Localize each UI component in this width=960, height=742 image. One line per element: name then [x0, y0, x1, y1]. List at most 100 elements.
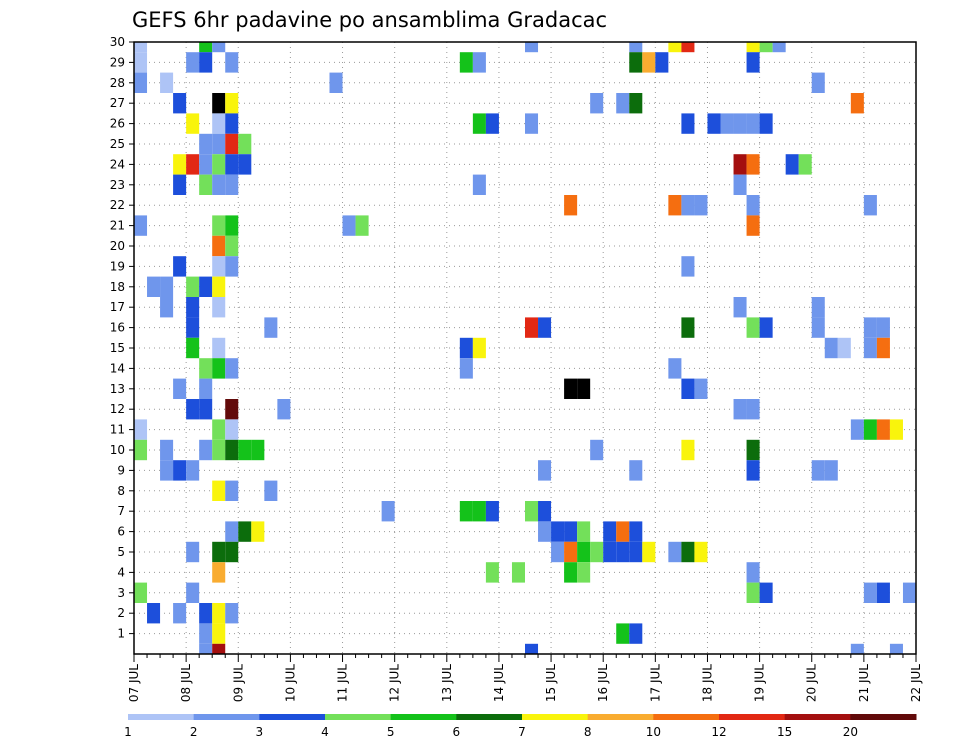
y-tick-label: 10 — [110, 443, 125, 457]
x-tick-label: 20 JUL — [805, 664, 819, 702]
heatmap-cell — [733, 113, 747, 134]
heatmap-cell — [590, 93, 604, 114]
heatmap-cell — [746, 317, 760, 338]
heatmap-cell — [889, 419, 903, 440]
heatmap-cell — [642, 541, 656, 563]
heatmap-cell — [173, 93, 187, 114]
heatmap-cell — [564, 521, 578, 542]
heatmap-cell — [173, 603, 187, 624]
y-axis: 1234567891011121314151617181920212223242… — [110, 35, 134, 641]
heatmap-cell — [147, 603, 161, 624]
heatmap-cell — [173, 256, 187, 277]
heatmap-cell — [251, 439, 265, 461]
y-tick-label: 9 — [117, 463, 125, 477]
legend-swatch — [784, 714, 851, 720]
heatmap-cell — [225, 256, 239, 277]
heatmap-cell — [850, 93, 864, 114]
heatmap-cell — [212, 93, 226, 114]
heatmap-cell — [134, 419, 148, 440]
heatmap-cell — [746, 562, 760, 583]
heatmap-cell — [681, 541, 695, 563]
heatmap-cell — [616, 521, 630, 542]
heatmap-cell — [134, 42, 148, 53]
heatmap-cell — [694, 378, 708, 399]
x-tick-label: 08 JUL — [179, 664, 193, 702]
x-tick-label: 14 JUL — [492, 664, 506, 702]
heatmap-cell — [199, 623, 213, 644]
heatmap-cell — [668, 541, 682, 563]
heatmap-cell — [577, 541, 591, 563]
x-tick-label: 21 JUL — [857, 664, 871, 702]
heatmap-cell — [160, 276, 174, 297]
heatmap-cell — [472, 52, 486, 73]
heatmap-cell — [590, 439, 604, 461]
heatmap-cell — [199, 133, 213, 155]
y-tick-label: 25 — [110, 137, 125, 151]
heatmap-cell — [681, 378, 695, 399]
heatmap-cell — [459, 358, 473, 379]
heatmap-cell — [798, 154, 812, 175]
heatmap-cell — [733, 297, 747, 318]
heatmap-cell — [225, 603, 239, 624]
legend-label: 8 — [584, 725, 592, 739]
legend-label: 6 — [453, 725, 461, 739]
legend-swatch — [325, 714, 392, 720]
heatmap-cell — [264, 317, 278, 338]
y-tick-label: 21 — [110, 219, 125, 233]
heatmap-cell — [264, 480, 278, 501]
heatmap-cell — [225, 215, 239, 236]
y-tick-label: 2 — [117, 606, 125, 620]
heatmap-cell — [681, 256, 695, 277]
heatmap-cell — [811, 317, 825, 338]
heatmap-cell — [863, 317, 877, 338]
legend-swatch — [850, 714, 917, 720]
heatmap-cell — [863, 419, 877, 440]
heatmap-cell — [746, 399, 760, 420]
heatmap-cell — [485, 501, 499, 522]
heatmap-cell — [538, 317, 552, 338]
heatmap-cell — [577, 562, 591, 583]
y-tick-label: 20 — [110, 239, 125, 253]
heatmap-cell — [134, 439, 148, 461]
heatmap-cell — [212, 419, 226, 440]
heatmap-cell — [681, 113, 695, 134]
heatmap-cell — [472, 174, 486, 195]
heatmap-cell — [173, 174, 187, 195]
y-tick-label: 3 — [117, 586, 125, 600]
heatmap-cell — [850, 643, 864, 654]
heatmap-cell — [538, 521, 552, 542]
heatmap-cell — [590, 541, 604, 563]
y-tick-label: 11 — [110, 423, 125, 437]
heatmap-cell — [238, 133, 252, 155]
heatmap-cell — [160, 460, 174, 481]
heatmap-cell — [564, 562, 578, 583]
heatmap-cell — [134, 52, 148, 73]
heatmap-cell — [902, 582, 916, 603]
x-tick-label: 10 JUL — [283, 664, 297, 702]
y-tick-label: 23 — [110, 178, 125, 192]
heatmap-cell — [525, 42, 539, 53]
heatmap-cell — [577, 378, 591, 399]
heatmap-cell — [212, 541, 226, 563]
heatmap-cell — [225, 154, 239, 175]
heatmap-cell — [733, 399, 747, 420]
heatmap-cell — [681, 439, 695, 461]
legend-label: 12 — [711, 725, 726, 739]
x-tick-label: 15 JUL — [544, 664, 558, 702]
heatmap-cell — [160, 72, 174, 93]
legend-label: 20 — [843, 725, 858, 739]
heatmap-cell — [564, 378, 578, 399]
heatmap-cell — [746, 42, 760, 53]
x-tick-label: 17 JUL — [648, 664, 662, 702]
heatmap-cell — [824, 337, 838, 359]
heatmap-cell — [759, 113, 773, 134]
y-tick-label: 15 — [110, 341, 125, 355]
heatmap-cell — [681, 317, 695, 338]
heatmap-cell — [212, 297, 226, 318]
legend-swatch — [587, 714, 654, 720]
chart-title: GEFS 6hr padavine po ansamblima Gradacac — [132, 8, 607, 32]
y-tick-label: 8 — [117, 484, 125, 498]
x-tick-label: 09 JUL — [231, 664, 245, 702]
heatmap-cell — [212, 562, 226, 583]
heatmap-cell — [186, 297, 200, 318]
